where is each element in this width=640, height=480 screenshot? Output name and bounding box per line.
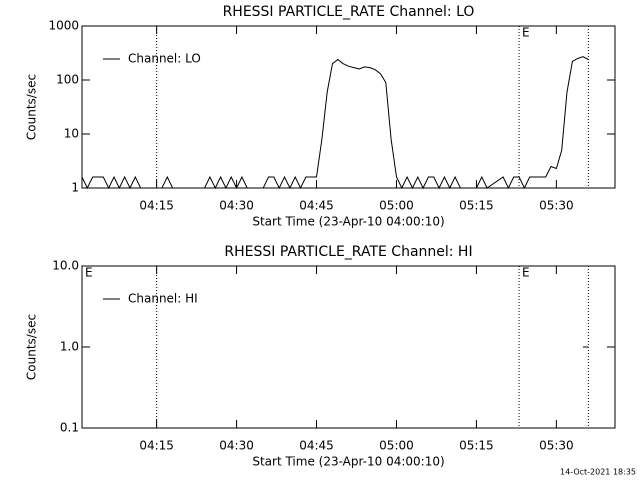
plot-frame xyxy=(81,265,616,429)
footer: 14-Oct-2021 18:35 xyxy=(560,468,636,477)
x-tick-label: 05:15 xyxy=(459,439,494,453)
x-tick-label: 05:00 xyxy=(379,199,414,213)
chart-title: RHESSI PARTICLE_RATE Channel: LO xyxy=(223,4,475,20)
legend-label: Channel: LO xyxy=(128,52,201,66)
x-tick-label: 04:45 xyxy=(299,199,334,213)
y-tick-label: 100 xyxy=(56,73,79,87)
y-tick-label: 0.1 xyxy=(60,421,79,435)
y-axis-label: Counts/sec xyxy=(25,74,39,140)
x-tick-label: 05:30 xyxy=(539,199,574,213)
y-tick-label: 1000 xyxy=(48,19,79,33)
y-tick-label: 1.0 xyxy=(60,340,79,354)
event-label: E xyxy=(522,26,530,40)
x-axis-label: Start Time (23-Apr-10 04:00:10) xyxy=(252,215,444,229)
x-axis-label: Start Time (23-Apr-10 04:00:10) xyxy=(252,455,444,469)
x-tick-label: 04:30 xyxy=(219,199,254,213)
x-tick-label: 04:45 xyxy=(299,439,334,453)
plot-frame xyxy=(81,25,616,189)
x-tick-label: 04:15 xyxy=(139,199,174,213)
y-tick-label: 10 xyxy=(64,127,79,141)
x-tick-label: 04:15 xyxy=(139,439,174,453)
legend-label: Channel: HI xyxy=(128,292,198,306)
x-tick-label: 04:30 xyxy=(219,439,254,453)
x-tick-label: 05:15 xyxy=(459,199,494,213)
y-tick-label: 10.0 xyxy=(52,259,79,273)
event-label: E xyxy=(522,266,530,280)
event-label: E xyxy=(85,266,93,280)
y-axis-label: Counts/sec xyxy=(25,314,39,380)
chart-title: RHESSI PARTICLE_RATE Channel: HI xyxy=(224,244,472,260)
x-tick-label: 05:00 xyxy=(379,439,414,453)
series-line xyxy=(81,56,589,190)
x-tick-label: 05:30 xyxy=(539,439,574,453)
y-tick-label: 1 xyxy=(71,181,79,195)
